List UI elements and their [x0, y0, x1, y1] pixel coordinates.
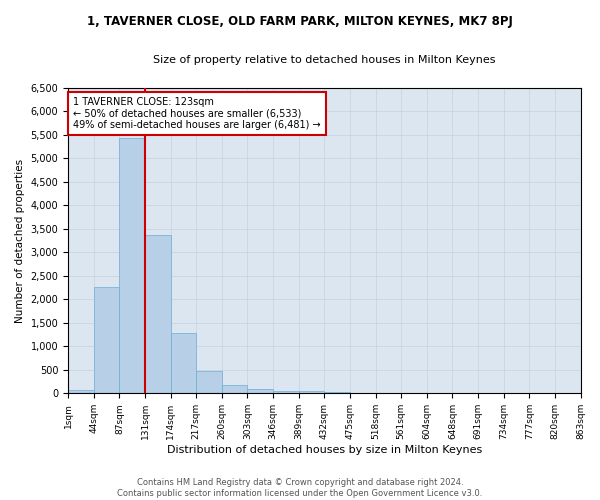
Text: Contains HM Land Registry data © Crown copyright and database right 2024.
Contai: Contains HM Land Registry data © Crown c…	[118, 478, 482, 498]
Bar	[299, 392, 325, 394]
Title: Size of property relative to detached houses in Milton Keynes: Size of property relative to detached ho…	[153, 55, 496, 65]
Y-axis label: Number of detached properties: Number of detached properties	[15, 158, 25, 322]
Text: 1 TAVERNER CLOSE: 123sqm
← 50% of detached houses are smaller (6,533)
49% of sem: 1 TAVERNER CLOSE: 123sqm ← 50% of detach…	[73, 97, 321, 130]
Bar	[94, 286, 119, 394]
X-axis label: Distribution of detached houses by size in Milton Keynes: Distribution of detached houses by size …	[167, 445, 482, 455]
Bar	[196, 371, 222, 394]
Bar	[273, 390, 299, 394]
Bar	[145, 234, 170, 394]
Bar	[119, 138, 145, 394]
Bar	[222, 386, 247, 394]
Bar	[170, 332, 196, 394]
Bar	[68, 390, 94, 394]
Bar	[325, 392, 350, 394]
Text: 1, TAVERNER CLOSE, OLD FARM PARK, MILTON KEYNES, MK7 8PJ: 1, TAVERNER CLOSE, OLD FARM PARK, MILTON…	[87, 15, 513, 28]
Bar	[247, 389, 273, 394]
